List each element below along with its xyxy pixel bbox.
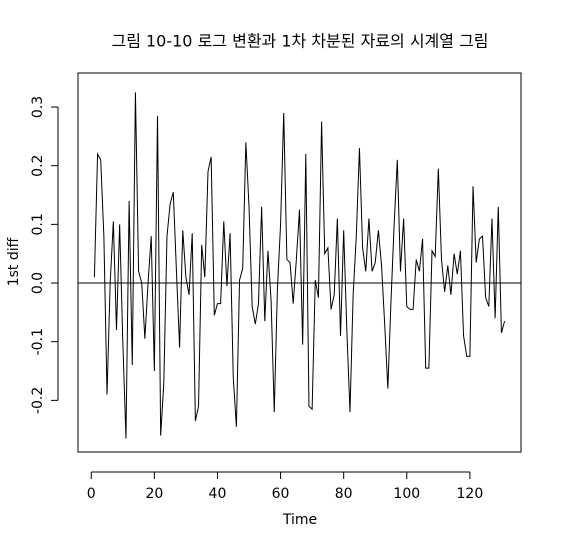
y-tick-label: -0.2	[30, 387, 46, 414]
x-tick-label: 0	[87, 486, 96, 502]
y-axis-label: 1st diff	[6, 237, 22, 286]
series-line	[93, 92, 506, 439]
x-tick-label: 40	[209, 486, 227, 502]
y-tick-label: 0.1	[30, 213, 46, 235]
chart-title: 그림 10-10 로그 변환과 1차 차분된 자료의 시계열 그림	[111, 32, 488, 51]
x-tick-label: 20	[145, 486, 163, 502]
plot-box	[77, 72, 522, 453]
y-tick-label: -0.1	[30, 328, 46, 355]
x-tick-label: 100	[393, 486, 420, 502]
y-tick-label: 0.2	[30, 155, 46, 177]
x-axis-label: Time	[282, 512, 317, 528]
x-tick-label: 80	[335, 486, 353, 502]
x-tick-label: 120	[457, 486, 484, 502]
y-tick-label: 0.0	[30, 272, 46, 294]
y-tick-label: 0.3	[30, 96, 46, 118]
x-tick-label: 60	[272, 486, 290, 502]
